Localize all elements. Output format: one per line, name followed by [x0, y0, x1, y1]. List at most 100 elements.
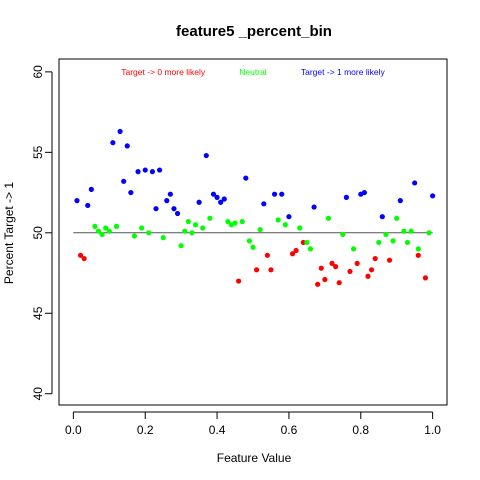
- data-point: [397, 198, 403, 204]
- data-point: [200, 225, 206, 231]
- y-tick-label: 50: [31, 226, 45, 240]
- data-point: [95, 228, 102, 234]
- data-point: [189, 230, 195, 236]
- data-point: [218, 199, 224, 205]
- data-point: [329, 260, 335, 266]
- data-point: [347, 268, 353, 275]
- x-tick-label: 1.0: [424, 423, 441, 437]
- data-point: [246, 238, 253, 244]
- data-point: [167, 191, 173, 197]
- data-point: [383, 231, 389, 238]
- data-point: [300, 239, 306, 246]
- data-point: [271, 191, 278, 197]
- data-point: [426, 230, 432, 236]
- data-point: [171, 206, 177, 212]
- data-point: [103, 225, 109, 231]
- x-tick-label: 0.8: [352, 423, 369, 437]
- data-point: [236, 278, 242, 284]
- plot-area: 0.0 0.2 0.4 0.6 0.8 1.0 40 45 50 55 60 Target -> 0 …: [31, 58, 448, 437]
- data-point: [160, 235, 166, 241]
- data-point: [386, 257, 393, 263]
- data-point: [282, 222, 288, 228]
- data-point: [365, 273, 371, 279]
- data-point: [408, 228, 414, 234]
- data-point: [178, 243, 184, 249]
- data-point: [340, 231, 346, 238]
- x-tick-label: 0.2: [137, 423, 154, 437]
- data-point: [322, 276, 328, 283]
- data-point: [139, 225, 145, 231]
- data-point: [239, 218, 245, 225]
- data-point: [304, 239, 310, 246]
- data-point: [325, 215, 332, 221]
- data-point: [106, 228, 112, 234]
- data-point: [110, 140, 116, 146]
- y-tick-label: 45: [31, 306, 45, 320]
- data-point: [85, 202, 91, 209]
- data-point: [131, 233, 138, 239]
- data-point: [253, 267, 260, 273]
- data-point: [203, 152, 209, 159]
- data-point: [124, 143, 130, 149]
- data-point: [81, 255, 87, 262]
- data-point: [185, 218, 191, 225]
- data-point: [412, 180, 418, 186]
- data-point: [156, 167, 163, 173]
- y-tick-label: 60: [31, 65, 45, 79]
- data-point: [261, 201, 267, 207]
- data-point: [257, 226, 263, 233]
- data-point: [343, 194, 350, 200]
- data-point: [372, 255, 378, 262]
- plot-frame: [58, 58, 448, 406]
- data-point: [293, 247, 299, 254]
- y-tick-label: 55: [31, 145, 45, 159]
- data-point: [390, 238, 396, 244]
- data-point: [146, 230, 152, 236]
- data-point: [264, 252, 270, 258]
- data-point: [196, 199, 202, 205]
- data-point: [113, 223, 120, 229]
- data-point: [243, 175, 249, 181]
- data-point: [210, 191, 217, 197]
- data-point: [250, 244, 256, 250]
- data-point: [74, 198, 80, 204]
- data-point: [207, 215, 213, 221]
- data-point: [401, 228, 407, 234]
- data-point: [286, 214, 292, 220]
- data-point: [192, 222, 199, 228]
- data-point: [361, 189, 367, 196]
- data-point: [430, 193, 436, 199]
- data-point: [88, 186, 94, 192]
- data-point: [415, 252, 421, 258]
- data-point: [117, 128, 123, 135]
- data-point: [354, 260, 360, 266]
- data-point: [289, 251, 296, 257]
- x-tick-label: 0.0: [65, 423, 82, 437]
- data-point: [394, 215, 400, 221]
- data-point: [99, 231, 105, 238]
- x-axis-label: Feature Value: [217, 451, 292, 465]
- data-point: [404, 239, 411, 246]
- data-point: [77, 252, 84, 258]
- annotation-text: Neutral: [239, 67, 267, 77]
- data-point: [297, 225, 303, 231]
- data-point: [92, 223, 98, 229]
- data-point: [350, 246, 357, 252]
- data-point: [225, 218, 231, 225]
- data-point: [221, 196, 227, 202]
- data-point: [121, 178, 127, 184]
- data-point: [279, 191, 285, 197]
- annotation-text: Target -> 1 more likely: [301, 67, 386, 77]
- data-point: [333, 264, 339, 270]
- data-point: [307, 246, 314, 252]
- y-tick-label: 40: [31, 387, 45, 401]
- data-point: [153, 206, 159, 212]
- data-point: [142, 167, 148, 173]
- y-axis-label: Percent Target -> 1: [2, 182, 16, 284]
- data-point: [318, 265, 324, 271]
- data-point: [174, 210, 181, 217]
- data-point: [336, 280, 342, 286]
- data-point: [368, 267, 375, 273]
- data-point: [415, 246, 421, 252]
